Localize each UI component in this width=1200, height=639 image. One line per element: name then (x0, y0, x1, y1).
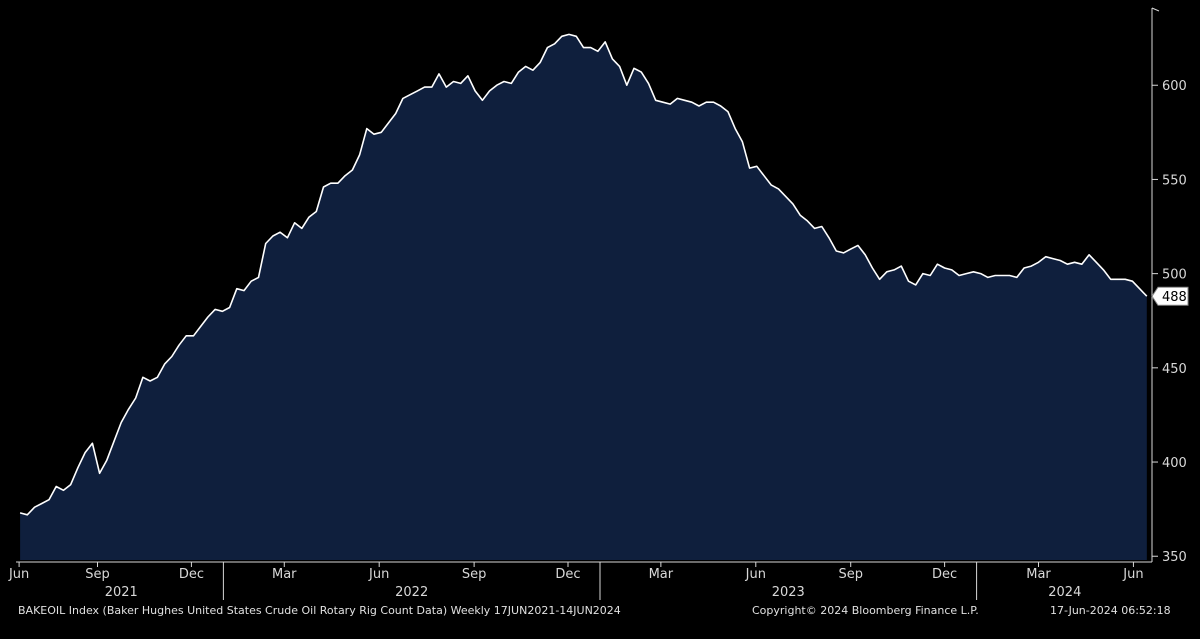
x-tick-label: Dec (179, 567, 204, 582)
footer-timestamp: 17-Jun-2024 06:52:18 (1050, 604, 1171, 617)
year-label: 2024 (1048, 585, 1081, 600)
y-tick-label: 450 (1162, 362, 1187, 377)
series-line (19, 33, 1148, 516)
y-tick-label: 500 (1162, 268, 1187, 283)
y-tick-label: 350 (1162, 550, 1187, 565)
last-value-label: 488 (1162, 290, 1187, 305)
footer-copyright: Copyright© 2024 Bloomberg Finance L.P. (752, 604, 979, 617)
y-axis-arrow (1151, 7, 1160, 12)
x-tick-label: Mar (1026, 567, 1051, 582)
x-tick-label: Mar (272, 567, 297, 582)
y-tick-label: 400 (1162, 456, 1187, 471)
y-tick-label: 600 (1162, 79, 1187, 94)
year-label: 2022 (395, 585, 428, 600)
last-value-badge (1151, 286, 1189, 306)
x-tick-label: Sep (838, 567, 863, 582)
year-label: 2021 (105, 585, 138, 600)
footer-source: BAKEOIL Index (Baker Hughes United State… (18, 604, 621, 617)
x-tick-label: Sep (462, 567, 487, 582)
chart: 350 400 450 500 550 600 488 Jun Sep Dec Mar Jun Sep D… (8, 7, 1189, 600)
x-tick-label: Sep (85, 567, 110, 582)
x-tick-label: Jun (8, 567, 29, 582)
axes: 350 400 450 500 550 600 488 Jun Sep Dec Mar Jun Sep D… (8, 7, 1189, 600)
x-tick-label: Jun (368, 567, 389, 582)
year-label: 2023 (772, 585, 805, 600)
series-area (20, 34, 1147, 560)
x-tick-label: Jun (1122, 567, 1143, 582)
y-tick-label: 550 (1162, 173, 1187, 188)
x-tick-label: Dec (555, 567, 580, 582)
x-tick-label: Dec (932, 567, 957, 582)
x-tick-label: Mar (649, 567, 674, 582)
x-tick-label: Jun (745, 567, 766, 582)
plot-area (19, 33, 1148, 560)
